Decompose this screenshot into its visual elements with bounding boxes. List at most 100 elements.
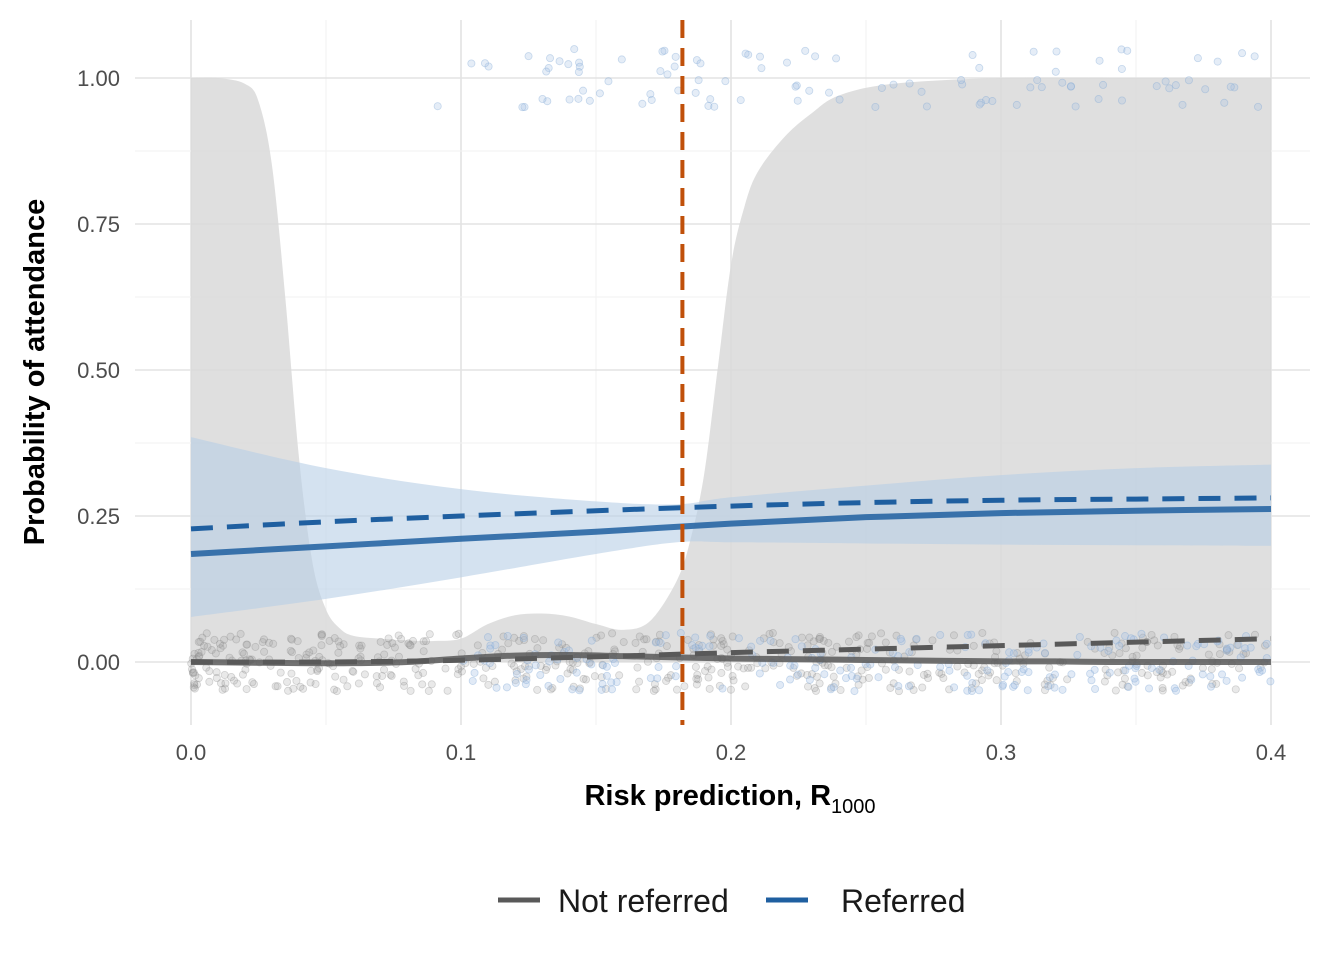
referred-point [756,636,765,645]
referred-point [968,679,977,688]
referred-point [694,76,703,85]
not-referred-point [615,671,624,680]
not-referred-point [569,682,578,691]
y-tick-label: 0.50 [77,358,120,383]
not-referred-point [330,634,339,643]
not-referred-point [188,665,197,674]
referred-point [602,671,611,680]
not-referred-point [1208,679,1217,688]
not-referred-point [240,649,249,658]
not-referred-point [761,664,770,673]
not-referred-point [857,666,866,675]
referred-point [512,669,521,678]
not-referred-point [709,635,718,644]
not-referred-point [378,671,387,680]
referred-point [595,89,604,98]
not-referred-point [1157,666,1166,675]
not-referred-point [414,671,423,680]
referred-point [554,638,563,647]
referred-point [999,680,1008,689]
not-referred-point [332,687,341,696]
not-referred-point [481,663,490,672]
not-referred-point [334,637,343,646]
referred-point [656,67,665,76]
not-referred-point [680,682,689,691]
not-referred-point [706,630,715,639]
not-referred-point [205,667,214,676]
referred-point [607,685,616,694]
not-referred-point [978,666,987,675]
not-referred-point [1152,668,1161,677]
not-referred-point [302,650,311,659]
not-referred-point [719,640,728,649]
not-referred-point [211,649,220,658]
not-referred-point [1156,673,1165,682]
referred-point [1230,83,1239,92]
not-referred-point [642,635,651,644]
not-referred-point [969,641,978,650]
not-referred-point [299,684,308,693]
not-referred-point [717,634,726,643]
referred-point [988,97,997,106]
not-referred-point [726,685,735,694]
not-referred-point [655,630,664,639]
not-referred-point [454,665,463,674]
not-referred-point [355,641,364,650]
not-referred-point [490,677,499,686]
not-referred-point [819,636,828,645]
not-referred-point [348,667,357,676]
not-referred-point [1261,641,1270,650]
not-referred-point [443,686,452,695]
not-referred-point [807,670,816,679]
not-referred-point [387,671,396,680]
not-referred-point [1163,670,1172,679]
referred-point [1052,47,1061,56]
not-referred-point [541,665,550,674]
x-axis-title: Risk prediction, R1000 [584,780,875,818]
x-axis-tick-labels: 0.0 0.1 0.2 0.3 0.4 [176,740,1287,765]
referred-point [1246,643,1255,652]
referred-point [575,686,584,695]
not-referred-point [923,669,932,678]
not-referred-point [521,662,530,671]
referred-point [663,70,672,79]
not-referred-point [601,684,610,693]
not-referred-point [520,635,529,644]
referred-point [1039,639,1048,648]
not-referred-point [905,667,914,676]
not-referred-point [705,684,714,693]
not-referred-point [515,636,524,645]
not-referred-point [1118,680,1127,689]
referred-point [486,641,495,650]
not-referred-point [566,665,575,674]
referred-point [756,52,765,61]
referred-point [1067,670,1076,679]
referred-point [905,79,914,88]
referred-point [1213,57,1222,66]
not-referred-point [380,650,389,659]
not-referred-point [419,647,428,656]
not-referred-point [582,675,591,684]
referred-point [692,56,701,65]
not-referred-point [842,663,851,672]
referred-point [522,676,531,685]
not-referred-point [768,629,777,638]
not-referred-point [797,669,806,678]
not-referred-point [203,642,212,651]
not-referred-point [1012,677,1021,686]
not-referred-point [249,679,258,688]
referred-point [1152,82,1161,91]
not-referred-point [418,680,427,689]
not-referred-point [759,634,768,643]
referred-point [744,50,753,59]
not-referred-point [533,685,542,694]
not-referred-point [666,671,675,680]
referred-point [945,666,954,675]
not-referred-point [422,637,431,646]
referred-point [1073,650,1082,659]
not-referred-point [769,638,778,647]
not-referred-point [810,684,819,693]
referred-point [612,678,621,687]
x-tick-label: 0.1 [446,740,477,765]
not-referred-point [354,679,363,688]
